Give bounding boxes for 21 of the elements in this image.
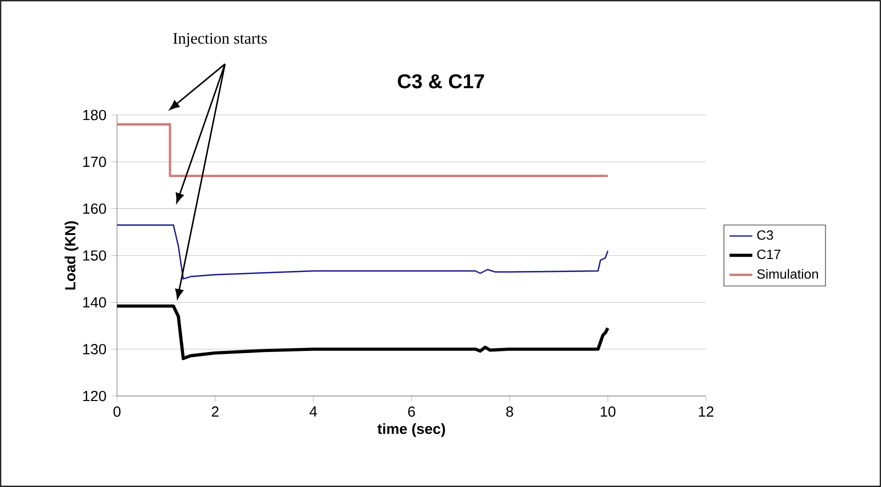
x-axis-title: time (sec) bbox=[377, 423, 445, 437]
legend-label: Simulation bbox=[757, 268, 818, 279]
legend-label: C17 bbox=[757, 250, 780, 260]
y-tick-label: 130 bbox=[83, 344, 106, 354]
y-axis-title: Load (KN) bbox=[64, 221, 78, 290]
y-tick-label: 120 bbox=[83, 390, 106, 402]
x-tick-label: 0 bbox=[113, 406, 120, 417]
y-tick-label: 170 bbox=[83, 156, 106, 168]
y-tick-label: 140 bbox=[83, 297, 106, 308]
y-tick-label: 180 bbox=[83, 110, 106, 120]
x-tick-label: 10 bbox=[600, 406, 616, 417]
y-tick-label: 150 bbox=[83, 250, 106, 261]
text: Injection starts bbox=[173, 32, 267, 47]
x-tick-label: 6 bbox=[408, 406, 415, 417]
y-tick-label: 160 bbox=[83, 203, 106, 214]
x-tick-label: 12 bbox=[698, 406, 714, 417]
x-tick-label: 8 bbox=[506, 406, 514, 417]
x-tick-label: 2 bbox=[212, 406, 219, 417]
chart-title: C3 & C17 bbox=[398, 74, 484, 88]
legend-label: C3 bbox=[757, 230, 774, 240]
x-tick-label: 4 bbox=[310, 406, 317, 416]
